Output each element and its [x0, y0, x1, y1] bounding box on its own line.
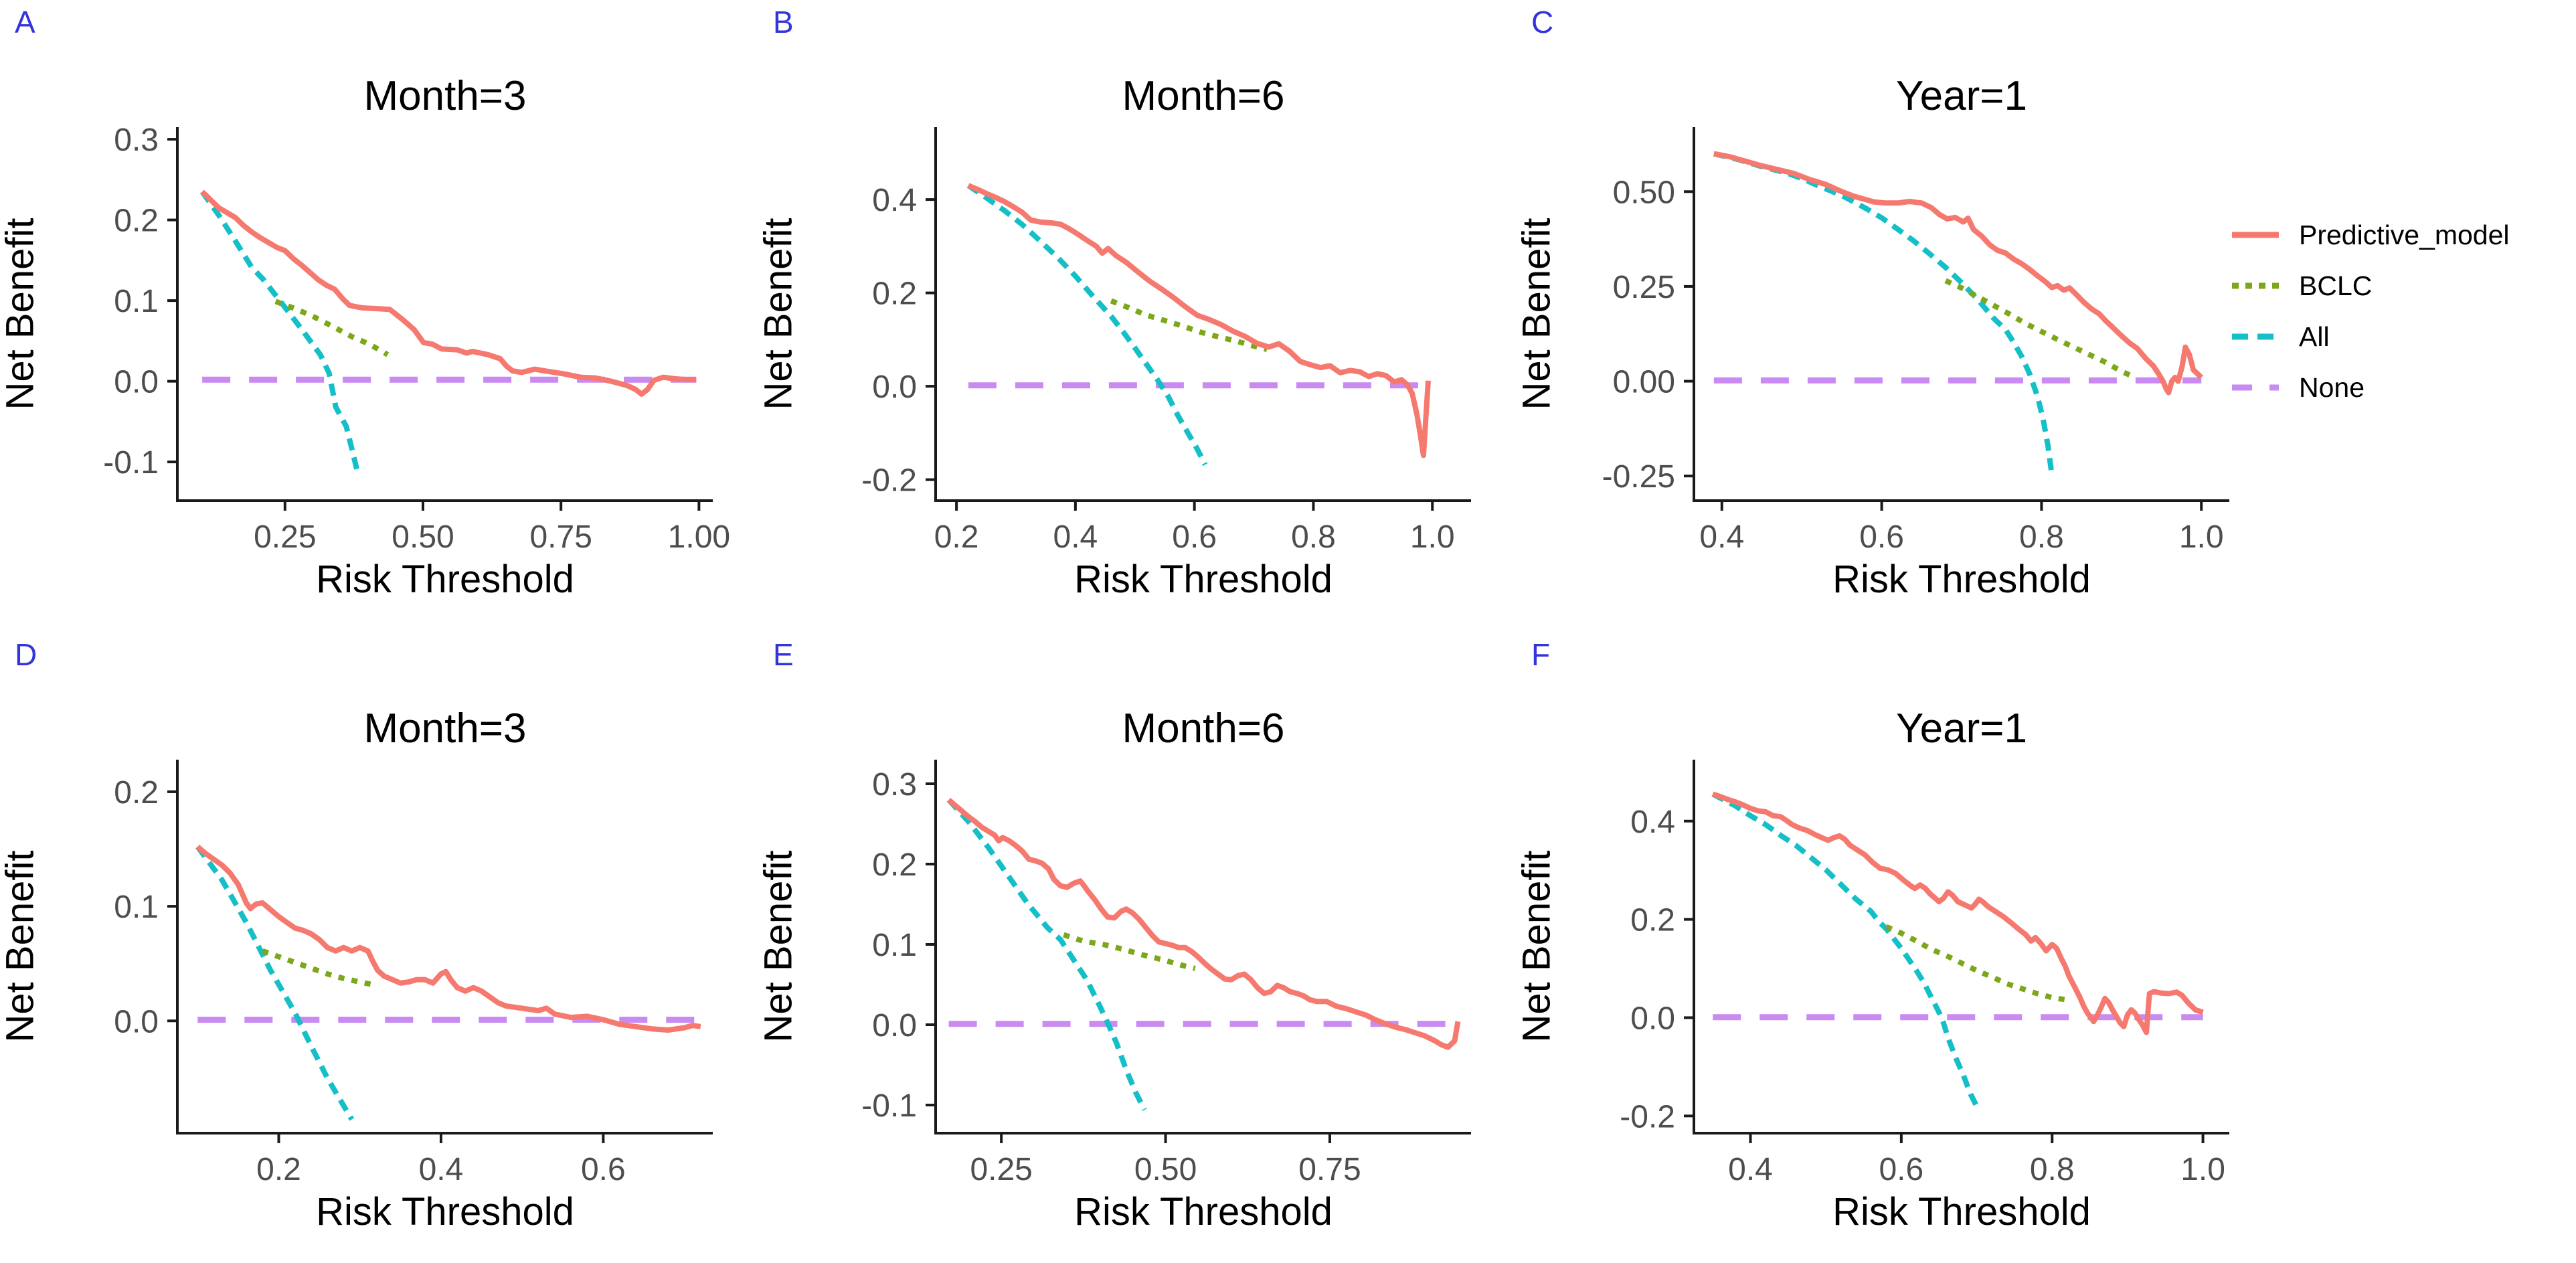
panel-d-letter: D [15, 637, 37, 672]
svg-text:0.0: 0.0 [114, 1004, 159, 1039]
svg-text:0.4: 0.4 [872, 183, 917, 218]
svg-text:0.3: 0.3 [114, 122, 159, 158]
panel-c-plot: 0.4 0.6 0.8 1.0 -0.25 0.00 0.25 0.50 [1602, 127, 2229, 555]
svg-text:0.4: 0.4 [1053, 519, 1098, 555]
svg-text:-0.1: -0.1 [103, 445, 159, 481]
svg-text:1.0: 1.0 [2180, 1152, 2225, 1187]
svg-text:0.4: 0.4 [419, 1152, 464, 1187]
panel-f-title: Year=1 [1896, 705, 2027, 752]
svg-text:1.00: 1.00 [668, 519, 730, 555]
svg-text:-0.2: -0.2 [861, 463, 917, 499]
svg-text:0.00: 0.00 [1613, 365, 1675, 400]
svg-text:0.25: 0.25 [1613, 270, 1675, 305]
svg-text:0.0: 0.0 [114, 365, 159, 400]
panel-f: F Year=1 Net Benefit 0.4 0.6 0.8 1.0 -0.2 0.0… [1515, 633, 2275, 1263]
panel-a-letter: A [15, 5, 35, 39]
panel-a-title: Month=3 [363, 73, 527, 119]
legend-label: BCLC [2299, 270, 2373, 301]
predictive-model-line-key-icon [2232, 232, 2279, 238]
svg-text:0.2: 0.2 [934, 519, 979, 555]
svg-text:0.6: 0.6 [581, 1152, 626, 1187]
svg-text:0.1: 0.1 [114, 890, 159, 925]
svg-text:1.0: 1.0 [1410, 519, 1455, 555]
panel-f-letter: F [1531, 637, 1551, 672]
legend-label: None [2299, 371, 2365, 403]
svg-text:0.4: 0.4 [1630, 805, 1675, 840]
svg-text:0.2: 0.2 [872, 276, 917, 312]
svg-text:0.0: 0.0 [872, 369, 917, 405]
panel-d: D Month=3 Net Benefit 0.2 0.4 0.6 0.0 0.1 0.2… [0, 633, 758, 1263]
svg-text:-0.1: -0.1 [861, 1088, 917, 1124]
panel-e: E Month=6 Net Benefit 0.25 0.50 0.75 -0.1 0.… [757, 633, 1517, 1263]
svg-text:1.0: 1.0 [2179, 519, 2224, 555]
svg-text:0.3: 0.3 [872, 767, 917, 803]
bclc-line-key-icon [2232, 282, 2279, 289]
svg-text:0.50: 0.50 [1134, 1152, 1197, 1187]
panel-a-plot: 0.25 0.50 0.75 1.00 -0.1 0.0 0.1 0.2 0.3 [103, 122, 730, 555]
svg-text:0.6: 0.6 [1879, 1152, 1923, 1187]
panel-c-title: Year=1 [1896, 73, 2027, 119]
svg-text:0.8: 0.8 [2030, 1152, 2075, 1187]
svg-text:0.8: 0.8 [2019, 519, 2064, 555]
svg-text:0.2: 0.2 [114, 203, 159, 239]
legend-item-all: All [2232, 321, 2510, 352]
svg-text:0.1: 0.1 [114, 284, 159, 319]
panel-c-letter: C [1531, 5, 1554, 39]
svg-text:0.25: 0.25 [970, 1152, 1032, 1187]
svg-text:0.0: 0.0 [1630, 1001, 1675, 1036]
panel-e-x-axis-title: Risk Threshold [1074, 1190, 1333, 1234]
svg-text:0.0: 0.0 [872, 1008, 917, 1043]
panel-d-title: Month=3 [363, 705, 527, 752]
panel-c-x-axis-title: Risk Threshold [1832, 558, 2091, 601]
all-line-key-icon [2232, 333, 2279, 340]
panel-e-letter: E [773, 637, 794, 672]
panel-c: C Year=1 Net Benefit 0.4 0.6 0.8 1.0 -0.25 0.… [1515, 0, 2275, 630]
svg-text:0.50: 0.50 [1613, 175, 1675, 210]
panel-f-plot: 0.4 0.6 0.8 1.0 -0.2 0.0 0.2 0.4 [1620, 760, 2229, 1187]
panel-b-x-axis-title: Risk Threshold [1074, 558, 1333, 601]
none-line-key-icon [2232, 384, 2279, 391]
svg-text:0.4: 0.4 [1699, 519, 1744, 555]
legend-label: Predictive_model [2299, 219, 2510, 250]
legend: Predictive_model BCLC All None [2232, 219, 2510, 403]
panel-b: B Month=6 Net Benefit 0.2 0.4 0.6 0.8 1.0 -0.… [757, 0, 1517, 630]
svg-text:0.1: 0.1 [872, 928, 917, 963]
svg-text:0.2: 0.2 [114, 775, 159, 811]
svg-text:0.75: 0.75 [529, 519, 592, 555]
legend-item-predictive-model: Predictive_model [2232, 219, 2510, 250]
svg-text:-0.2: -0.2 [1620, 1099, 1675, 1134]
svg-text:0.2: 0.2 [1630, 903, 1675, 938]
svg-text:0.8: 0.8 [1291, 519, 1336, 555]
svg-text:0.6: 0.6 [1859, 519, 1904, 555]
svg-text:-0.25: -0.25 [1602, 459, 1675, 495]
panel-d-x-axis-title: Risk Threshold [316, 1190, 574, 1234]
panel-f-x-axis-title: Risk Threshold [1832, 1190, 2091, 1234]
panel-a-x-axis-title: Risk Threshold [316, 558, 574, 601]
svg-text:0.75: 0.75 [1298, 1152, 1361, 1187]
panel-b-plot: 0.2 0.4 0.6 0.8 1.0 -0.2 0.0 0.2 0.4 [861, 127, 1471, 555]
panel-b-letter: B [773, 5, 794, 39]
svg-text:0.50: 0.50 [392, 519, 454, 555]
legend-item-none: None [2232, 371, 2510, 403]
svg-text:0.4: 0.4 [1728, 1152, 1773, 1187]
panel-b-title: Month=6 [1122, 73, 1285, 119]
panel-e-plot: 0.25 0.50 0.75 -0.1 0.0 0.1 0.2 0.3 [861, 760, 1471, 1187]
panel-d-plot: 0.2 0.4 0.6 0.0 0.1 0.2 [114, 760, 713, 1187]
svg-text:0.25: 0.25 [254, 519, 316, 555]
svg-text:0.2: 0.2 [256, 1152, 301, 1187]
panel-e-title: Month=6 [1122, 705, 1285, 752]
legend-label: All [2299, 321, 2330, 352]
legend-item-bclc: BCLC [2232, 270, 2510, 301]
svg-text:0.6: 0.6 [1172, 519, 1217, 555]
panel-a: A Month=3 Net Benefit 0.25 0.50 0.75 1.00 -0… [0, 0, 758, 630]
svg-text:0.2: 0.2 [872, 847, 917, 883]
